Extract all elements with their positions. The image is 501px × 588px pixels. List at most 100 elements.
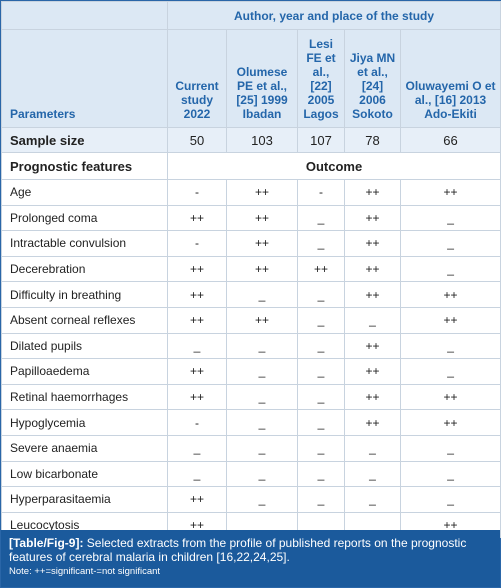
cell: ++ — [167, 486, 227, 513]
cell: _ — [226, 409, 298, 436]
group-header: Author, year and place of the study — [166, 1, 501, 30]
data-row: Hyperparasitaemia ++ _ _ _ _ — [1, 486, 501, 513]
column-header: Olumese PE et al., [25] 1999 Ibadan — [226, 29, 298, 128]
cell: ++ — [344, 409, 401, 436]
cell: ++ — [297, 255, 345, 283]
cell: _ — [399, 486, 501, 513]
column-header: Oluwayemi O et al., [16] 2013 Ado-Ekiti — [399, 29, 501, 128]
cell: _ — [226, 332, 298, 360]
data-row: Low bicarbonate _ _ _ _ _ — [1, 460, 501, 488]
cell: _ — [297, 383, 345, 411]
cell: ++ — [167, 255, 227, 283]
cell: _ — [226, 434, 298, 462]
cell: _ — [297, 434, 345, 462]
column-header: Parameters — [1, 29, 168, 128]
cell: _ — [399, 358, 501, 385]
cell: _ — [167, 460, 227, 488]
cell: Sample size — [1, 127, 168, 153]
row-label: Difficulty in breathing — [1, 281, 168, 308]
cell: _ — [297, 409, 345, 436]
cell: ++ — [344, 281, 401, 308]
row-label: Papilloaedema — [1, 358, 168, 385]
cell: ++ — [399, 306, 501, 334]
cell: ++ — [167, 306, 227, 334]
cell: ++ — [226, 255, 298, 283]
cell: ++ — [344, 204, 401, 232]
cell: _ — [297, 204, 345, 232]
row-label: Severe anaemia — [1, 434, 168, 462]
cell: _ — [297, 332, 345, 360]
cell: ++ — [344, 383, 401, 411]
caption: [Table/Fig-9]: Selected extracts from th… — [1, 530, 500, 587]
cell: 107 — [297, 127, 345, 153]
data-row: Decerebration ++ ++ ++ ++ _ — [1, 255, 501, 283]
row-label: Low bicarbonate — [1, 460, 168, 488]
cell: ++ — [399, 179, 501, 206]
data-row: Papilloaedema ++ _ _ ++ _ — [1, 358, 501, 385]
cell: ++ — [344, 358, 401, 385]
row-label: Decerebration — [1, 255, 168, 283]
cell: ++ — [226, 230, 298, 257]
cell: - — [167, 409, 227, 436]
cell: ++ — [226, 204, 298, 232]
column-header: Lesi FE et al., [22] 2005 Lagos — [297, 29, 345, 128]
row-label: Retinal haemorrhages — [1, 383, 168, 411]
data-row: Absent corneal reflexes ++ ++ _ _ ++ — [1, 306, 501, 334]
cell: 50 — [167, 127, 227, 153]
cell: _ — [226, 358, 298, 385]
cell: _ — [297, 230, 345, 257]
data-row: Dilated pupils _ _ _ ++ _ — [1, 332, 501, 360]
cell: _ — [399, 460, 501, 488]
data-row: Age - ++ - ++ ++ — [1, 179, 501, 206]
data-row: Hypoglycemia - _ _ ++ ++ — [1, 409, 501, 436]
cell: _ — [399, 204, 501, 232]
row-label: Hypoglycemia — [1, 409, 168, 436]
cell: ++ — [344, 230, 401, 257]
cell: _ — [226, 460, 298, 488]
sample-row: Sample size 50 103 107 78 66 — [1, 127, 501, 153]
section-label: Prognostic features — [1, 152, 168, 180]
cell: ++ — [167, 281, 227, 308]
cell: _ — [399, 255, 501, 283]
cell: ++ — [344, 179, 401, 206]
cell: ++ — [167, 204, 227, 232]
cell: _ — [344, 306, 401, 334]
cell: _ — [399, 434, 501, 462]
cell: _ — [399, 230, 501, 257]
header-cell — [1, 1, 168, 30]
header-row: Parameters Current study 2022 Olumese PE e… — [1, 29, 501, 128]
cell: ++ — [399, 281, 501, 308]
cell: ++ — [167, 358, 227, 385]
caption-text: Selected extracts from the profile of pu… — [9, 536, 467, 564]
cell: ++ — [167, 383, 227, 411]
cell: - — [167, 230, 227, 257]
header-row: Author, year and place of the study — [1, 1, 501, 30]
cell: _ — [226, 486, 298, 513]
column-header: Jiya MN et al., [24] 2006 Sokoto — [344, 29, 401, 128]
data-row: Prolonged coma ++ ++ _ ++ _ — [1, 204, 501, 232]
cell: ++ — [399, 383, 501, 411]
cell: _ — [399, 332, 501, 360]
cell: _ — [297, 460, 345, 488]
column-header: Current study 2022 — [167, 29, 227, 128]
cell: _ — [297, 306, 345, 334]
section-row: Prognostic features Outcome — [1, 152, 501, 180]
cell: _ — [167, 434, 227, 462]
row-label: Intractable convulsion — [1, 230, 168, 257]
cell: 103 — [226, 127, 298, 153]
cell: _ — [344, 460, 401, 488]
cell: _ — [297, 281, 345, 308]
cell: _ — [226, 383, 298, 411]
cell: _ — [297, 486, 345, 513]
data-row: Intractable convulsion - ++ _ ++ _ — [1, 230, 501, 257]
cell: ++ — [226, 179, 298, 206]
data-row: Severe anaemia _ _ _ _ _ — [1, 434, 501, 462]
cell: - — [167, 179, 227, 206]
row-label: Absent corneal reflexes — [1, 306, 168, 334]
row-label: Age — [1, 179, 168, 206]
caption-note: Note: ++=significant-=not significant — [9, 566, 161, 577]
cell: ++ — [344, 255, 401, 283]
cell: ++ — [344, 332, 401, 360]
data-row: Difficulty in breathing ++ _ _ ++ ++ — [1, 281, 501, 308]
